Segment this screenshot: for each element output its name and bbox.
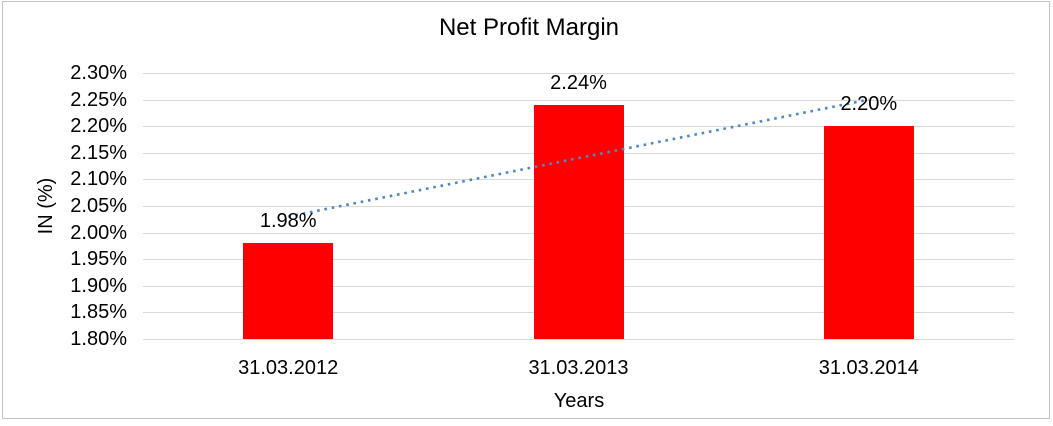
- y-axis-tick-label: 2.30%: [70, 62, 127, 84]
- y-axis-tick-label: 2.00%: [70, 221, 127, 244]
- y-axis-tick-label: 1.80%: [70, 328, 127, 350]
- x-axis-tick-label: 31.03.2014: [818, 357, 919, 379]
- chart-title: Net Profit Margin: [438, 14, 620, 41]
- trendline: [287, 98, 870, 218]
- data-label: 2.20%: [840, 93, 898, 116]
- y-axis-tick-label: 1.90%: [70, 274, 127, 297]
- x-axis-tick-label: 31.03.2013: [528, 357, 629, 379]
- y-axis-tick-label: 2.20%: [70, 115, 127, 138]
- y-axis-tick-label: 2.05%: [70, 195, 127, 217]
- y-axis-tick-label: 2.25%: [70, 88, 127, 111]
- bar-31.03.2014: [823, 126, 914, 339]
- y-axis-tick-label: 2.10%: [70, 168, 127, 191]
- data-label: 2.24%: [550, 71, 607, 94]
- y-axis-tick-label: 1.85%: [70, 301, 127, 324]
- y-axis-tick-label: 2.15%: [70, 141, 127, 164]
- bar-31.03.2013: [533, 104, 624, 339]
- data-label: 1.98%: [259, 210, 317, 233]
- gridline: [143, 339, 1014, 340]
- gridline: [143, 73, 1014, 74]
- y-axis-tick-label: 1.95%: [70, 248, 127, 271]
- x-axis-tick-label: 31.03.2012: [238, 357, 339, 379]
- gridline: [143, 99, 1014, 101]
- x-axis-title: Years: [553, 390, 605, 412]
- bar-31.03.2012: [243, 243, 334, 339]
